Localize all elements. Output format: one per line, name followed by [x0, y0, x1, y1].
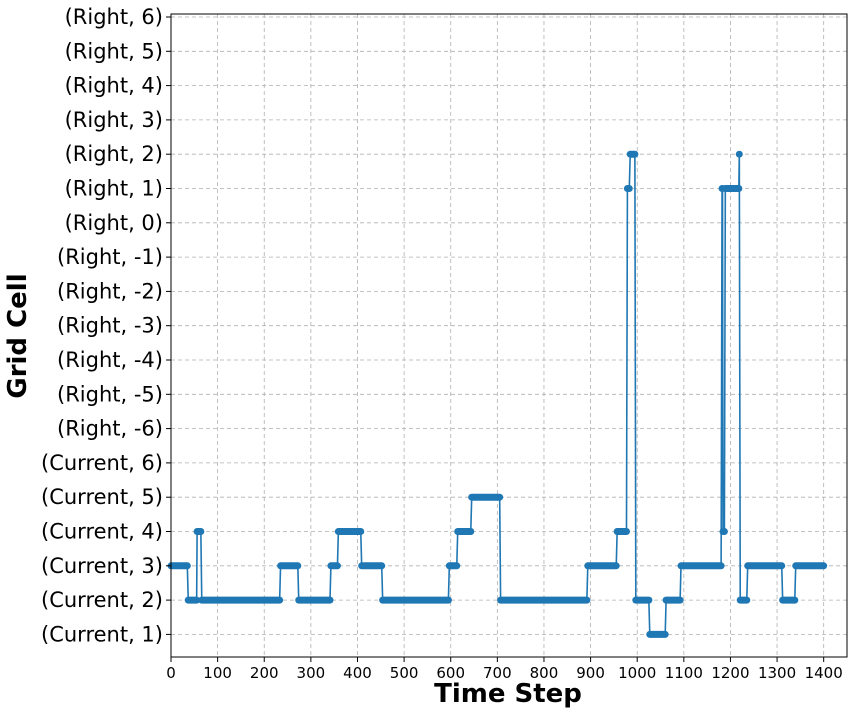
x-tick-label: 1400 — [805, 664, 843, 682]
y-tick-label: (Right, -6) — [57, 417, 163, 441]
y-tick-label: (Current, 5) — [41, 485, 163, 509]
series-layer — [167, 150, 828, 638]
y-tick-label: (Right, -2) — [57, 279, 163, 303]
x-tick-label: 0 — [166, 664, 176, 682]
y-tick-label: (Right, 4) — [65, 74, 163, 98]
y-tick-label: (Right, 0) — [65, 211, 163, 235]
x-tick-label: 100 — [203, 664, 232, 682]
y-tick-label: (Right, 5) — [65, 39, 163, 63]
x-tick-label: 1100 — [665, 664, 703, 682]
y-tick-label: (Right, 1) — [65, 177, 163, 201]
x-axis-title: Time Step — [434, 679, 582, 709]
axes-layer: (Current, 1) (Current, 2) (Current, 3) (Cur… — [41, 5, 848, 682]
x-tick-label: 700 — [483, 664, 512, 682]
x-tick-label: 500 — [390, 664, 419, 682]
y-tick-label: (Right, -1) — [57, 245, 163, 269]
x-tick-label: 300 — [297, 664, 326, 682]
y-tick-label: (Right, -3) — [57, 314, 163, 338]
y-axis-title: Grid Cell — [3, 273, 33, 398]
x-tick-label: 800 — [530, 664, 559, 682]
y-tick-label: (Right, 6) — [65, 5, 163, 29]
x-tick-label: 600 — [436, 664, 465, 682]
y-tick-label: (Right, -4) — [57, 348, 163, 372]
y-tick-label: (Right, -5) — [57, 382, 163, 406]
x-tick-label: 900 — [576, 664, 605, 682]
plot-frame — [170, 13, 848, 658]
y-tick-label: (Right, 2) — [65, 142, 163, 166]
y-tick-label: (Current, 1) — [41, 622, 163, 646]
x-tick-label: 200 — [250, 664, 279, 682]
y-tick-label: (Right, 3) — [65, 108, 163, 132]
y-tick-label: (Current, 4) — [41, 520, 163, 544]
x-tick-label: 1000 — [618, 664, 656, 682]
y-tick-label: (Current, 2) — [41, 588, 163, 612]
x-tick-label: 1200 — [711, 664, 749, 682]
x-tick-label: 1300 — [758, 664, 796, 682]
y-tick-label: (Current, 6) — [41, 451, 163, 475]
y-tick-label: (Current, 3) — [41, 554, 163, 578]
x-tick-label: 400 — [343, 664, 372, 682]
